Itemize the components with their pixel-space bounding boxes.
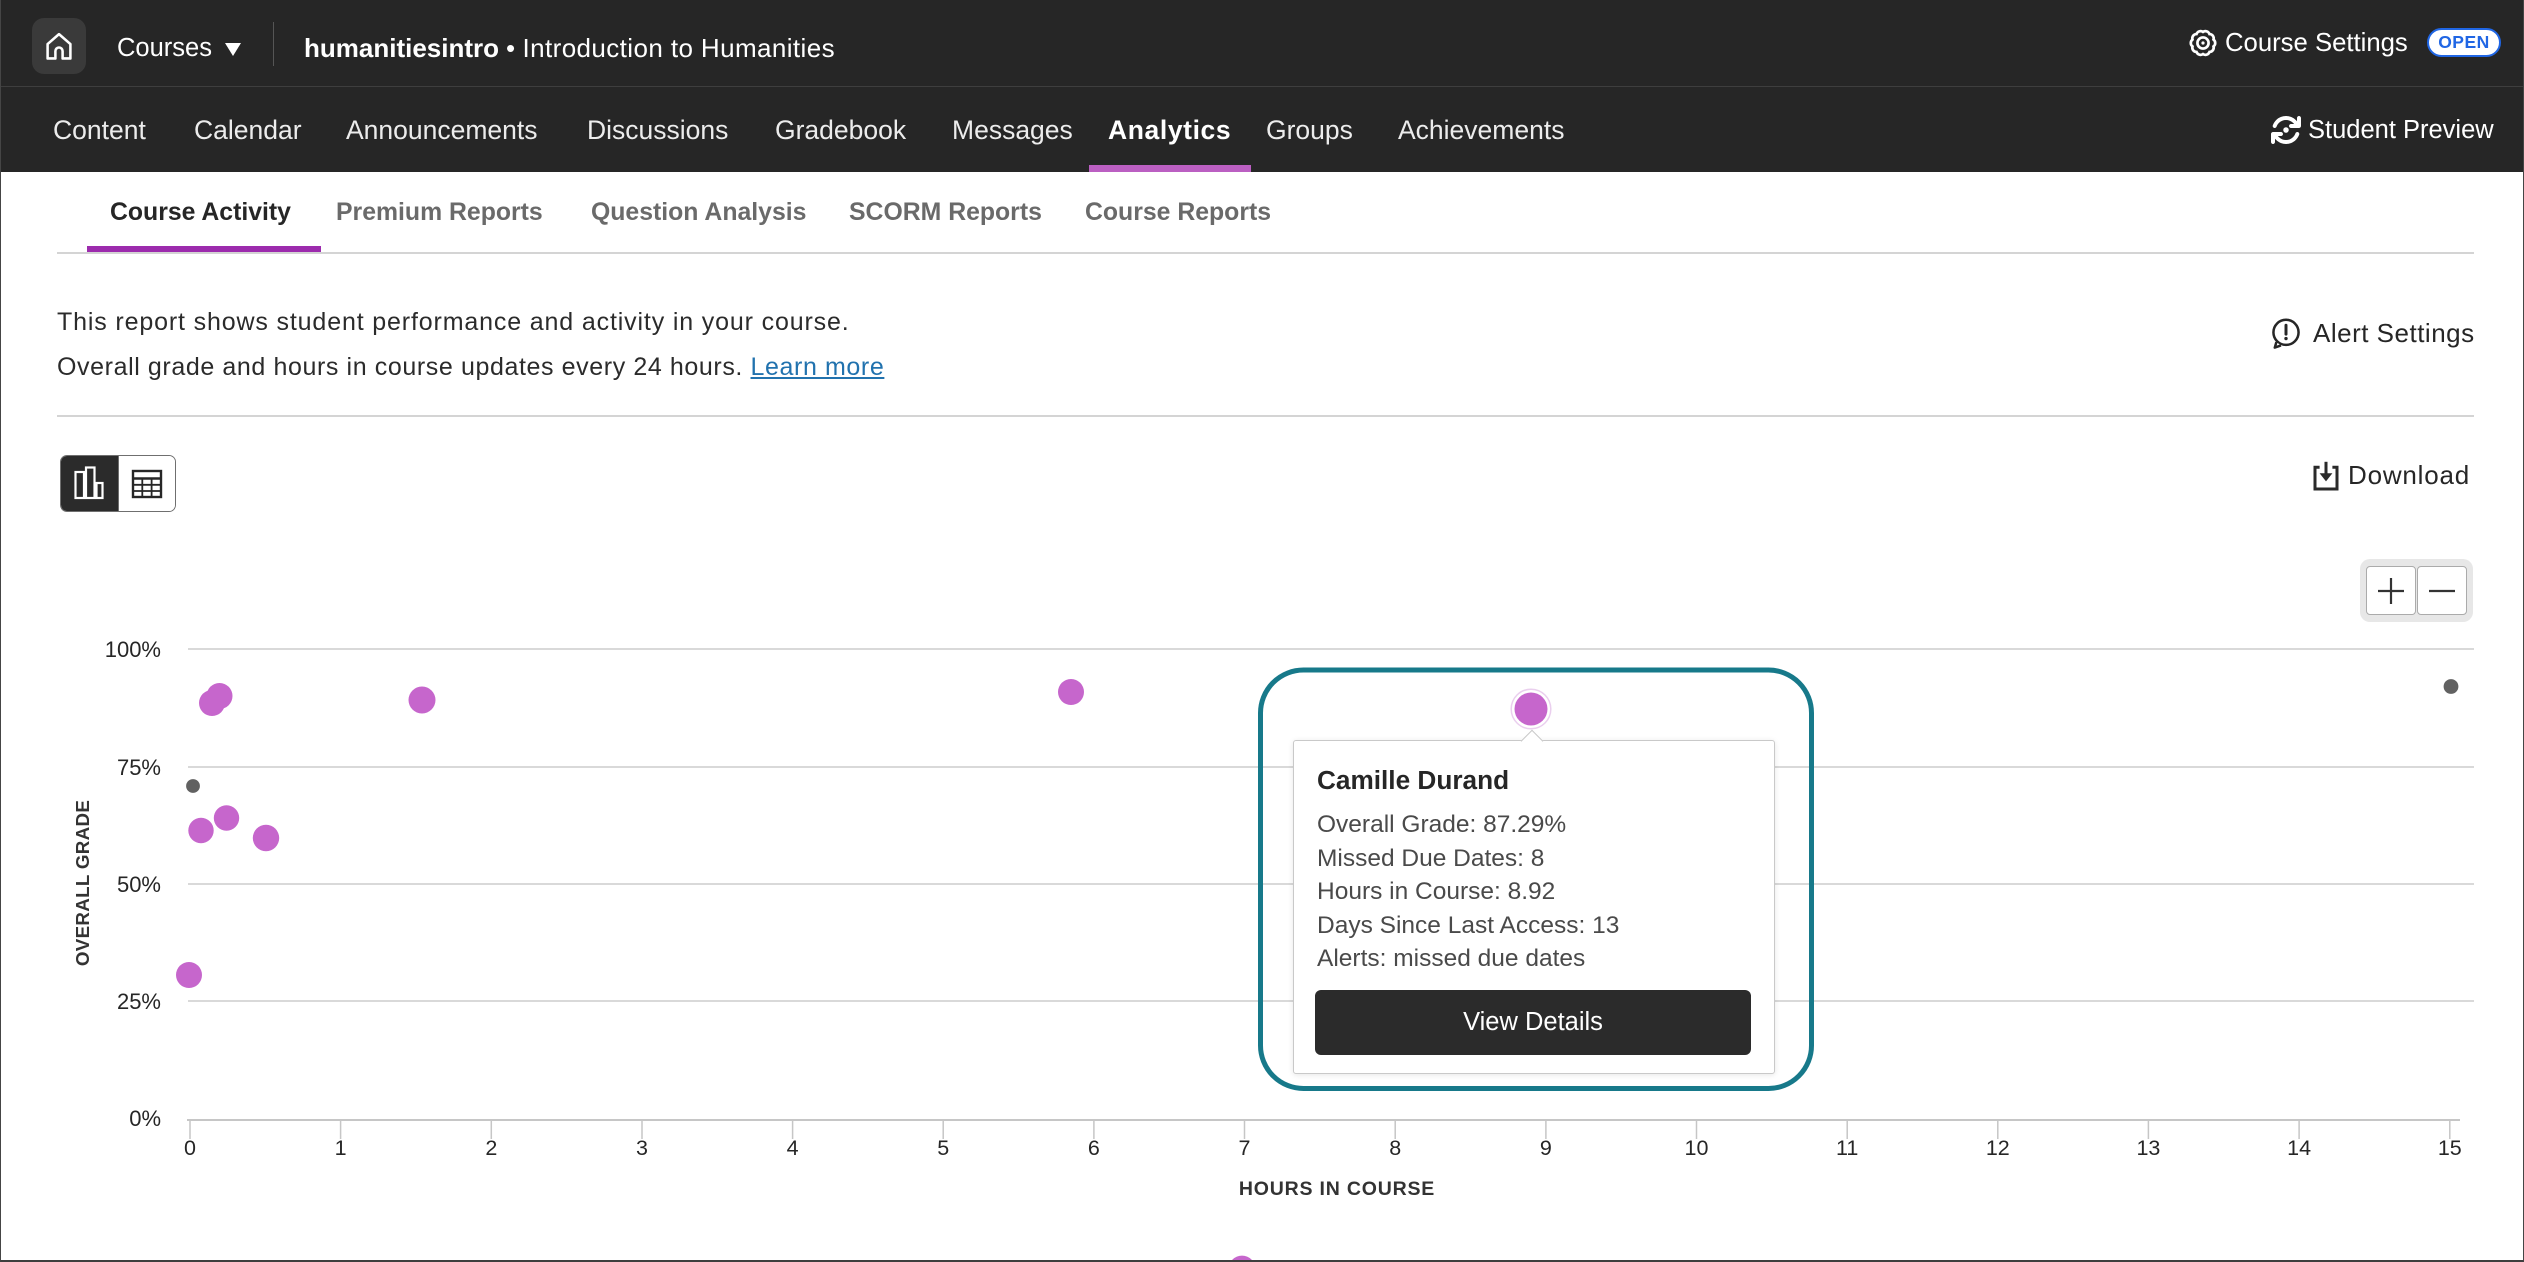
svg-text:10: 10 bbox=[1685, 1136, 1709, 1160]
svg-text:14: 14 bbox=[2287, 1136, 2311, 1160]
svg-text:OVERALL GRADE: OVERALL GRADE bbox=[72, 800, 93, 966]
svg-text:50%: 50% bbox=[117, 872, 161, 897]
svg-text:0%: 0% bbox=[129, 1106, 161, 1131]
svg-text:25%: 25% bbox=[117, 989, 161, 1014]
svg-text:12: 12 bbox=[1986, 1136, 2010, 1160]
svg-text:100%: 100% bbox=[105, 637, 161, 662]
svg-text:4: 4 bbox=[787, 1136, 799, 1160]
svg-text:HOURS IN COURSE: HOURS IN COURSE bbox=[1239, 1178, 1435, 1200]
svg-text:11: 11 bbox=[1836, 1136, 1858, 1160]
svg-text:3: 3 bbox=[636, 1136, 648, 1160]
svg-text:0: 0 bbox=[184, 1136, 196, 1160]
svg-text:5: 5 bbox=[937, 1136, 949, 1160]
svg-text:1: 1 bbox=[335, 1136, 347, 1160]
svg-text:8: 8 bbox=[1389, 1136, 1401, 1160]
svg-text:75%: 75% bbox=[117, 755, 161, 780]
svg-text:6: 6 bbox=[1088, 1136, 1100, 1160]
svg-text:13: 13 bbox=[2136, 1136, 2160, 1160]
svg-text:15: 15 bbox=[2438, 1136, 2462, 1160]
svg-text:2: 2 bbox=[485, 1136, 497, 1160]
svg-text:7: 7 bbox=[1239, 1136, 1251, 1160]
svg-text:9: 9 bbox=[1540, 1136, 1552, 1160]
